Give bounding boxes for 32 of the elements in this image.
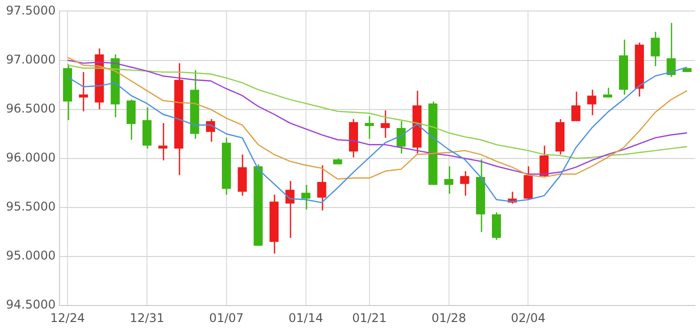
candlestick — [126, 98, 136, 140]
x-tick-label: 02/04 — [510, 310, 546, 325]
candlestick — [492, 212, 501, 240]
candlestick — [380, 110, 390, 138]
candlestick — [460, 170, 470, 196]
candlestick — [396, 120, 406, 154]
candlestick — [206, 118, 216, 142]
y-tick-label: 95.0000 — [6, 248, 56, 263]
candlestick — [524, 166, 533, 200]
x-tick-label: 12/24 — [50, 310, 85, 325]
candlestick — [571, 91, 580, 122]
candlestick — [364, 116, 374, 140]
y-tick-label: 97.0000 — [6, 52, 56, 66]
candlestick — [158, 122, 168, 162]
candlestick — [666, 22, 676, 78]
x-tick-label: 01/28 — [431, 310, 466, 325]
x-tick-label: 01/14 — [288, 310, 324, 325]
y-tick-label: 95.5000 — [6, 200, 56, 214]
x-tick-label: 01/07 — [209, 310, 244, 325]
y-tick-label: 96.5000 — [6, 101, 56, 116]
x-tick-label: 12/31 — [130, 310, 164, 325]
candlestick — [540, 144, 549, 178]
x-tick-label: 01/21 — [352, 310, 387, 325]
y-tick-label: 94.5000 — [6, 298, 56, 312]
candlestick — [78, 71, 88, 112]
y-tick-label: 96.0000 — [6, 150, 56, 165]
candlestick — [587, 89, 596, 116]
candlestick — [317, 164, 326, 212]
candlestick — [301, 184, 310, 210]
y-tick-label: 97.5000 — [6, 3, 56, 18]
candlestick — [650, 31, 660, 67]
candlestick — [444, 166, 454, 194]
